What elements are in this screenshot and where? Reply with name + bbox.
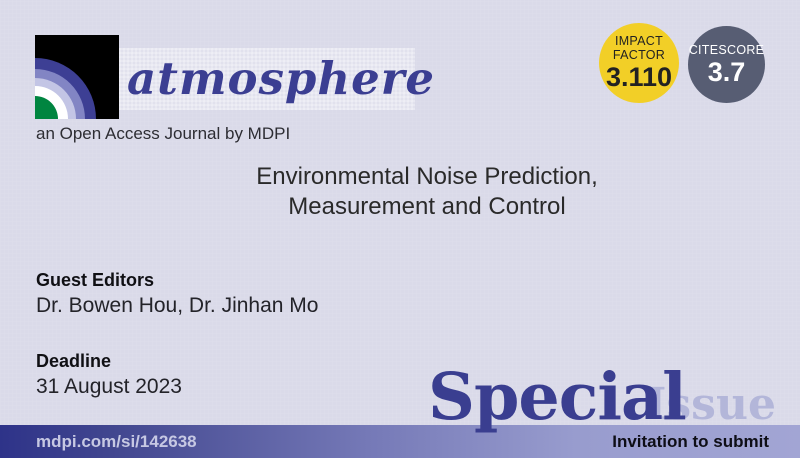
journal-name: atmosphere (127, 52, 436, 105)
special-issue-title-line2: Measurement and Control (288, 193, 566, 220)
special-issue-watermark: SpecialIssue (428, 362, 776, 432)
guest-editors-names: Dr. Bowen Hou, Dr. Jinhan Mo (36, 294, 319, 317)
citescore-label: CITESCORE (688, 42, 765, 57)
footer-url-link[interactable]: mdpi.com/si/142638 (36, 432, 197, 451)
footer-bar: mdpi.com/si/142638 Invitation to submit (0, 425, 800, 458)
impact-factor-value: 3.110 (605, 62, 673, 92)
deadline-date: 31 August 2023 (36, 375, 182, 398)
deadline-label: Deadline (36, 351, 112, 371)
journal-tagline: an Open Access Journal by MDPI (36, 124, 291, 143)
watermark-word-issue: Issue (645, 379, 776, 430)
watermark-word-special: Special (428, 359, 687, 435)
guest-editors-label: Guest Editors (36, 270, 155, 290)
atmosphere-logo (35, 35, 119, 119)
special-issue-title-line1: Environmental Noise Prediction, (256, 163, 598, 190)
special-issue-title: Environmental Noise Prediction, Measurem… (54, 162, 800, 222)
impact-factor-badge: IMPACT FACTOR 3.110 (599, 23, 679, 103)
citescore-badge: CITESCORE 3.7 (688, 26, 765, 103)
impact-factor-label-line1: IMPACT (614, 34, 664, 48)
invitation-to-submit-link[interactable]: Invitation to submit (612, 432, 769, 451)
citescore-value: 3.7 (707, 56, 746, 87)
impact-factor-label-line2: FACTOR (612, 48, 666, 62)
